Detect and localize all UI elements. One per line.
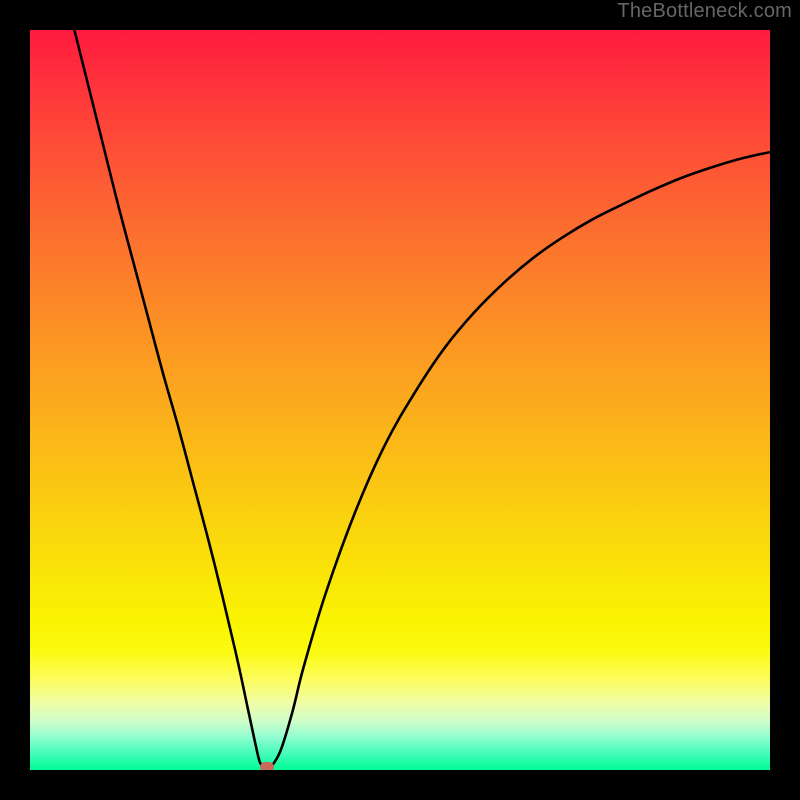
chart-frame: TheBottleneck.com (0, 0, 800, 800)
plot-area (30, 30, 770, 770)
optimal-point-marker (260, 762, 274, 770)
bottleneck-curve (30, 30, 770, 770)
watermark-text: TheBottleneck.com (617, 0, 792, 23)
